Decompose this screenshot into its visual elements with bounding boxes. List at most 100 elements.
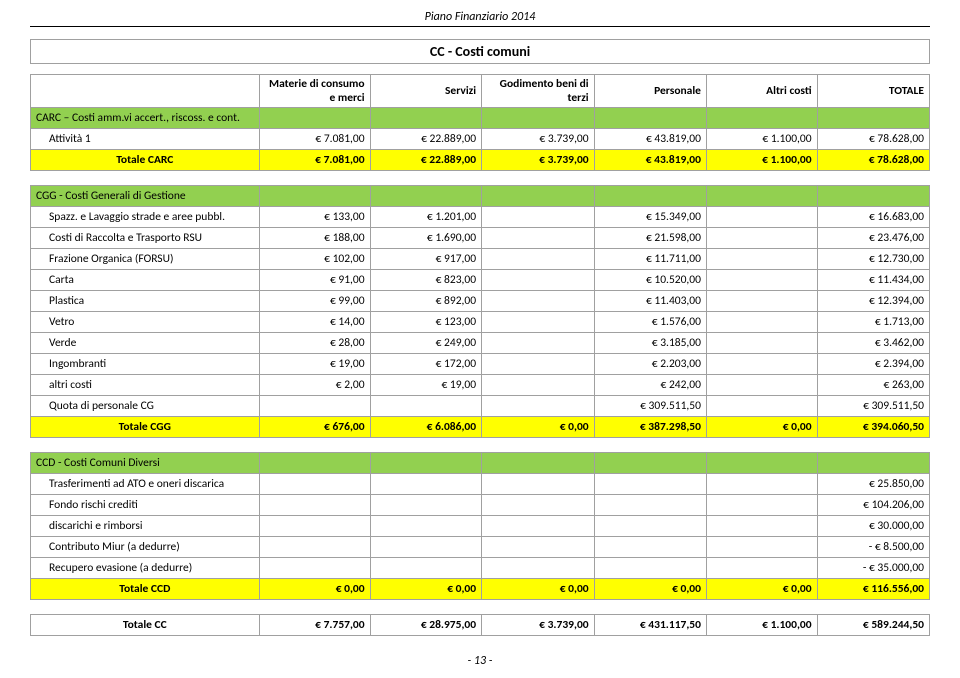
cell: € 22.889,00 xyxy=(370,129,481,150)
cell xyxy=(482,312,595,333)
cgg-row: Carta€ 91,00€ 823,00€ 10.520,00€ 11.434,… xyxy=(31,270,930,291)
doc-header: Piano Finanziario 2014 xyxy=(30,10,930,27)
cell: € 676,00 xyxy=(259,417,370,438)
row-label: Trasferimenti ad ATO e oneri discarica xyxy=(31,474,260,495)
row-label: CGG - Costi Generali di Gestione xyxy=(31,186,260,207)
cell: € 589.244,50 xyxy=(817,615,929,636)
cell xyxy=(706,108,817,129)
cell: € 3.739,00 xyxy=(482,150,595,171)
cell xyxy=(817,453,929,474)
cell: € 14,00 xyxy=(259,312,370,333)
ccd-row: Contributo Miur (a dedurre) - € 8.500,00 xyxy=(31,537,930,558)
cell: € 892,00 xyxy=(370,291,481,312)
cell: € 0,00 xyxy=(482,417,595,438)
cell: € 1.690,00 xyxy=(370,228,481,249)
col-personale: Personale xyxy=(594,75,706,108)
col-servizi: Servizi xyxy=(370,75,481,108)
cell xyxy=(482,333,595,354)
cell: € 263,00 xyxy=(817,375,929,396)
row-label: Carta xyxy=(31,270,260,291)
cell: € 172,00 xyxy=(370,354,481,375)
ccd-row: Fondo rischi crediti € 104.206,00 xyxy=(31,495,930,516)
cell: € 11.711,00 xyxy=(594,249,706,270)
costs-table: Materie di consumo e merci Servizi Godim… xyxy=(30,74,930,636)
cgg-row: altri costi€ 2,00€ 19,00 € 242,00 € 263,00 xyxy=(31,375,930,396)
cell: € 3.739,00 xyxy=(482,615,595,636)
cell xyxy=(370,495,481,516)
cell xyxy=(594,516,706,537)
cell xyxy=(706,207,817,228)
cell: € 242,00 xyxy=(594,375,706,396)
cgg-row: Frazione Organica (FORSU)€ 102,00€ 917,0… xyxy=(31,249,930,270)
cell xyxy=(482,375,595,396)
cell: € 309.511,50 xyxy=(594,396,706,417)
cell xyxy=(370,396,481,417)
cell xyxy=(594,186,706,207)
cell xyxy=(259,186,370,207)
carc-row: Attività 1€ 7.081,00€ 22.889,00€ 3.739,0… xyxy=(31,129,930,150)
cell: € 2.394,00 xyxy=(817,354,929,375)
cell: € 16.683,00 xyxy=(817,207,929,228)
cell: € 1.100,00 xyxy=(706,615,817,636)
cgg-total: Totale CGG€ 676,00€ 6.086,00€ 0,00€ 387.… xyxy=(31,417,930,438)
page-number: - 13 - xyxy=(30,654,930,668)
cell: € 19,00 xyxy=(370,375,481,396)
cell: € 2,00 xyxy=(259,375,370,396)
cell xyxy=(817,108,929,129)
cgg-row: Spazz. e Lavaggio strade e aree pubbl.€ … xyxy=(31,207,930,228)
ccd-row: discarichi e rimborsi€ 30.000,00 xyxy=(31,516,930,537)
cell xyxy=(482,108,595,129)
cell xyxy=(706,312,817,333)
cell: € 387.298,50 xyxy=(594,417,706,438)
cell: - € 35.000,00 xyxy=(817,558,929,579)
column-header-row: Materie di consumo e merci Servizi Godim… xyxy=(31,75,930,108)
cell xyxy=(370,537,481,558)
cell: - € 8.500,00 xyxy=(817,537,929,558)
cell xyxy=(706,249,817,270)
cell xyxy=(594,108,706,129)
row-label: Plastica xyxy=(31,291,260,312)
cell: € 12.730,00 xyxy=(817,249,929,270)
cell: € 0,00 xyxy=(706,579,817,600)
cell xyxy=(482,249,595,270)
row-label: Fondo rischi crediti xyxy=(31,495,260,516)
cell: € 7.081,00 xyxy=(259,129,370,150)
cell: € 188,00 xyxy=(259,228,370,249)
row-label: Totale CCD xyxy=(31,579,260,600)
cell: € 21.598,00 xyxy=(594,228,706,249)
cell: € 43.819,00 xyxy=(594,150,706,171)
cgg-row: Ingombranti€ 19,00€ 172,00€ 2.203,00€ 2.… xyxy=(31,354,930,375)
row-label: Totale CC xyxy=(31,615,260,636)
cell xyxy=(706,453,817,474)
row-label: discarichi e rimborsi xyxy=(31,516,260,537)
cell xyxy=(482,537,595,558)
row-label: Contributo Miur (a dedurre) xyxy=(31,537,260,558)
cell: € 2.203,00 xyxy=(594,354,706,375)
cell xyxy=(370,186,481,207)
row-label: altri costi xyxy=(31,375,260,396)
cell: € 11.403,00 xyxy=(594,291,706,312)
col-godimento: Godimento beni di terzi xyxy=(482,75,595,108)
cell: € 431.117,50 xyxy=(594,615,706,636)
col-label-blank xyxy=(31,75,260,108)
cell: € 91,00 xyxy=(259,270,370,291)
cell xyxy=(594,474,706,495)
cell xyxy=(594,495,706,516)
row-label: Quota di personale CG xyxy=(31,396,260,417)
cell xyxy=(706,396,817,417)
row-label: Frazione Organica (FORSU) xyxy=(31,249,260,270)
cell: € 104.206,00 xyxy=(817,495,929,516)
cell xyxy=(259,558,370,579)
cell xyxy=(259,396,370,417)
cell: € 0,00 xyxy=(370,579,481,600)
cell: € 116.556,00 xyxy=(817,579,929,600)
cell xyxy=(259,453,370,474)
section-gap xyxy=(31,600,930,615)
cell xyxy=(482,270,595,291)
ccd-total: Totale CCD€ 0,00€ 0,00€ 0,00€ 0,00€ 0,00… xyxy=(31,579,930,600)
cell xyxy=(482,186,595,207)
cell: € 78.628,00 xyxy=(817,150,929,171)
cell xyxy=(482,558,595,579)
cell xyxy=(370,474,481,495)
cell xyxy=(259,537,370,558)
